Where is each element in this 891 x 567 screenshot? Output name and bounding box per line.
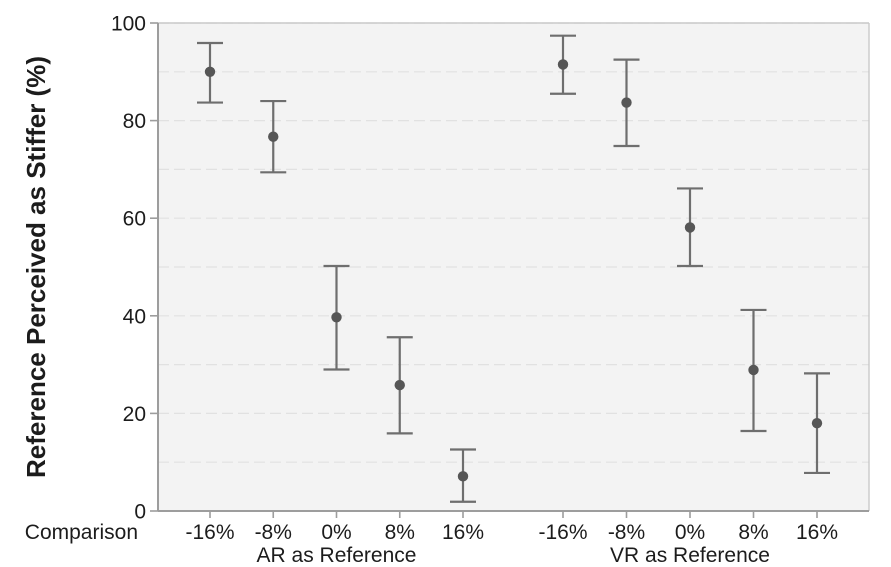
panel-label: AR as Reference: [257, 544, 417, 567]
axes: [157, 22, 870, 512]
y-tick-label-100: 100: [111, 13, 146, 36]
errorbar-point-VR-0%: [677, 187, 703, 268]
x-tick-label-VR-8%: 8%: [738, 521, 768, 544]
x-tick-label-VR-0%: 0%: [675, 521, 705, 544]
errorbar-point-AR-16%: [450, 448, 476, 503]
errorbar-point-AR-8%: [386, 336, 413, 435]
mean-point: [621, 97, 632, 108]
x-tick-label-VR-16%: 16%: [796, 521, 838, 544]
errorbar-point-VR-16%: [804, 372, 830, 475]
x-axis-prefix-label: Comparison: [25, 521, 138, 544]
errorbar-point-AR--8%: [260, 99, 287, 174]
panel-label: VR as Reference: [610, 544, 770, 567]
y-axis-title: Reference Perceived as Stiffer (%): [21, 56, 51, 478]
mean-point: [457, 471, 469, 482]
y-tick-label-20: 20: [123, 403, 146, 426]
mean-point: [684, 222, 696, 233]
axis-tick-labels: 0 20 40 60 80 100 -16% -8% 0% 8% 16% -16% -8% 0% 8% 16%: [111, 13, 838, 545]
x-tick-label-VR--8%: -8%: [608, 521, 645, 544]
mean-point: [557, 59, 569, 70]
errorbar-point-AR--16%: [197, 41, 223, 104]
errorbar-point-VR-8%: [740, 308, 767, 433]
x-tick-label-AR--8%: -8%: [255, 521, 292, 544]
y-tick-label-0: 0: [134, 501, 146, 524]
errorbar-point-VR--16%: [550, 34, 576, 95]
y-tick-label-60: 60: [123, 208, 146, 231]
errorbar-point-AR-0%: [323, 264, 350, 371]
mean-point: [268, 131, 279, 142]
x-tick-label-AR-0%: 0%: [321, 521, 351, 544]
mean-point: [204, 66, 216, 78]
x-tick-label-VR--16%: -16%: [538, 521, 587, 544]
panel-group-labels: AR as Reference VR as Reference: [257, 544, 770, 567]
y-tick-label-80: 80: [123, 110, 146, 133]
y-tick-label-40: 40: [123, 305, 146, 328]
x-tick-label-AR-16%: 16%: [442, 521, 484, 544]
axis-ticks: [150, 22, 818, 518]
x-tick-label-AR-8%: 8%: [385, 521, 415, 544]
mean-point: [748, 364, 759, 376]
errorbar-point-VR--8%: [613, 58, 640, 148]
mean-point: [811, 417, 823, 429]
mean-point: [394, 379, 405, 391]
data-series: [197, 34, 830, 503]
x-tick-label-AR--16%: -16%: [185, 521, 234, 544]
mean-point: [331, 312, 342, 323]
